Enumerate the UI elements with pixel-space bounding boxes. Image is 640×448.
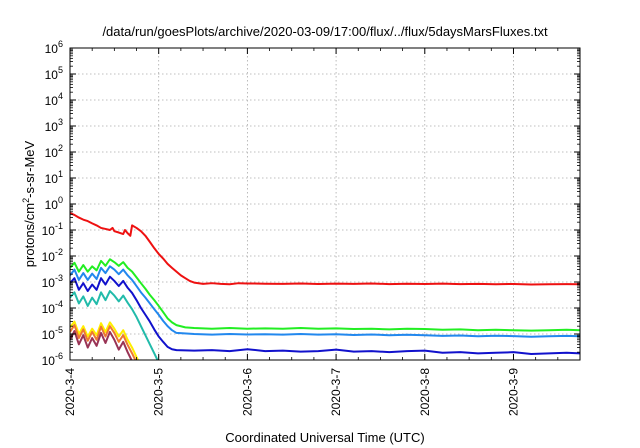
y-tick-label-base: 10 (42, 302, 56, 316)
y-tick-label-exp: -1 (55, 221, 63, 231)
y-axis-label-rest: -s-sr-MeV (22, 140, 37, 197)
x-tick-label: 2020-3-8 (418, 368, 432, 416)
y-axis-label-base: protons/cm (22, 203, 37, 267)
series-line (70, 320, 140, 360)
x-tick-label: 2020-3-6 (240, 368, 254, 416)
x-axis-ticks: 2020-3-4 2020-3-5 2020-3-6 2020-3-7 2020-3-8… (63, 48, 581, 416)
y-tick-label: 10-1 (42, 221, 63, 238)
series-line (70, 212, 580, 286)
series-line (70, 290, 159, 360)
series-line (70, 258, 580, 332)
y-tick-label-exp: -5 (55, 325, 63, 335)
y-tick-label-base: 10 (42, 250, 56, 264)
y-tick-label-exp: -6 (55, 351, 63, 361)
y-axis-label-sup: 2 (21, 198, 31, 203)
y-tick-label-exp: 1 (58, 169, 63, 179)
y-tick-label-exp: 2 (58, 143, 63, 153)
y-tick-label-base: 10 (42, 328, 56, 342)
x-tick-label: 2020-3-7 (329, 368, 343, 416)
y-tick-label-base: 10 (42, 354, 56, 368)
y-tick-label-exp: -3 (55, 273, 63, 283)
y-axis-label: protons/cm2-s-sr-MeV (21, 140, 37, 267)
x-tick-label: 2020-3-4 (63, 368, 77, 416)
y-tick-label: 10-2 (42, 247, 63, 264)
y-tick-label-base: 10 (45, 68, 59, 82)
y-tick-label-exp: -2 (55, 247, 63, 257)
y-tick-label-base: 10 (45, 198, 59, 212)
y-tick-label-base: 10 (42, 224, 56, 238)
y-tick-label: 101 (45, 169, 63, 186)
y-tick-label-exp: 0 (58, 195, 63, 205)
x-axis-label: Coordinated Universal Time (UTC) (225, 430, 424, 445)
series-line (70, 275, 580, 356)
y-axis-ticks: 10-610-510-410-310-210-11001011021031041… (42, 39, 580, 368)
series-line (70, 324, 137, 360)
y-tick-label: 10-4 (42, 299, 63, 316)
y-tick-label: 104 (45, 91, 63, 108)
x-tick-label: 2020-3-9 (506, 368, 520, 416)
y-tick-label-exp: 5 (58, 65, 63, 75)
data-series (70, 212, 580, 360)
series-line (70, 265, 580, 338)
y-tick-label: 10-6 (42, 351, 63, 368)
y-tick-label-exp: -4 (55, 299, 63, 309)
y-tick-label: 100 (45, 195, 63, 212)
y-tick-label-base: 10 (45, 94, 59, 108)
y-tick-label: 10-3 (42, 273, 63, 290)
y-tick-label: 102 (45, 143, 63, 160)
y-tick-label: 105 (45, 65, 63, 82)
y-tick-label-base: 10 (45, 172, 59, 186)
y-tick-label: 103 (45, 117, 63, 134)
grid-lines (70, 48, 580, 360)
y-tick-label-base: 10 (45, 42, 59, 56)
y-tick-label: 106 (45, 39, 63, 56)
chart-title: /data/run/goesPlots/archive/2020-03-09/1… (102, 24, 548, 39)
y-tick-label-exp: 3 (58, 117, 63, 127)
y-tick-label-base: 10 (45, 120, 59, 134)
y-tick-label-base: 10 (45, 146, 59, 160)
y-tick-label: 10-5 (42, 325, 63, 342)
y-tick-label-base: 10 (42, 276, 56, 290)
series-line (70, 330, 133, 360)
x-tick-label: 2020-3-5 (152, 368, 166, 416)
y-tick-label-exp: 6 (58, 39, 63, 49)
y-tick-label-exp: 4 (58, 91, 63, 101)
